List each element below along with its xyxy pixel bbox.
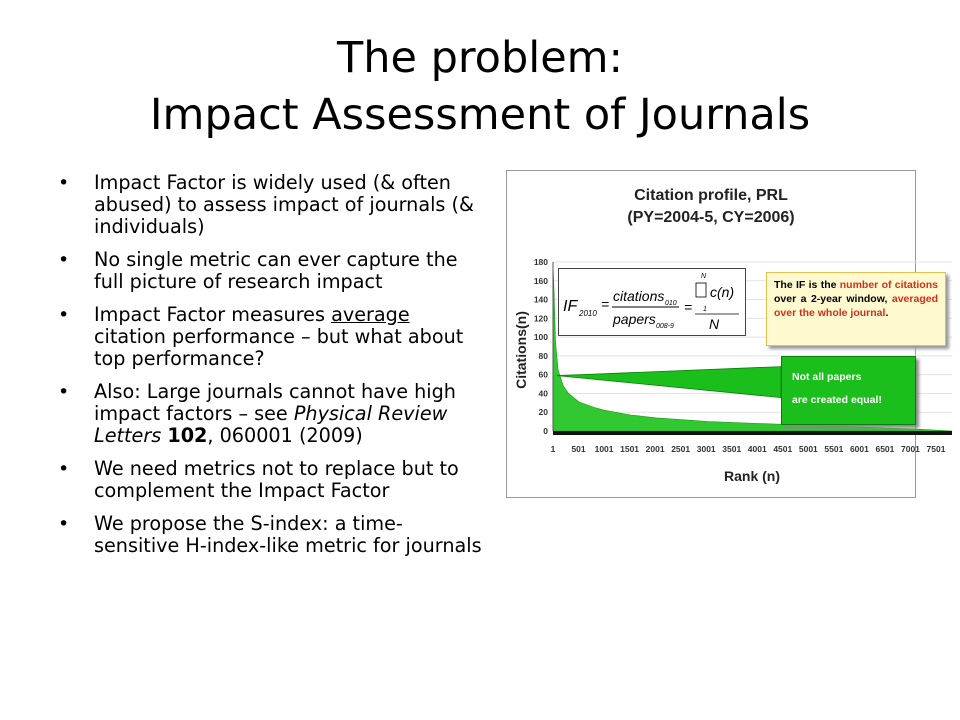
bullet-dot-icon: • — [58, 249, 70, 271]
formula-rhs-numerator: 1 — [703, 306, 707, 313]
formula-svg: IF 2010 = citations 010 papers 008-9 = N… — [563, 273, 739, 332]
title-line-2: Impact Assessment of Journals — [149, 90, 811, 140]
formula-sum-top: N — [701, 273, 707, 280]
title-line-1: The problem: — [336, 33, 624, 83]
formula-denominator-sub: 008-9 — [656, 323, 674, 330]
formula-sum-icon — [695, 282, 707, 298]
formula-equals-1: = — [601, 296, 609, 312]
volume-number: 102 — [167, 424, 208, 447]
bullet-item: • Impact Factor measures average citation… — [58, 303, 464, 370]
bullet-item: • Also: Large journals cannot have high i… — [58, 380, 456, 447]
journal-name: Physical Review Letters — [94, 402, 448, 447]
x-tick-label: 7501 — [927, 444, 946, 454]
emphasis-average: average — [331, 303, 410, 326]
chart-title: Citation profile, PRL (PY=2004-5, CY=200… — [627, 187, 795, 226]
impact-factor-note: The IF is the number of citations over a… — [766, 272, 946, 346]
bullet-dot-icon: • — [58, 381, 70, 403]
bullet-item: • Impact Factor is widely used (& often a… — [58, 171, 474, 238]
formula-numerator-sub: 010 — [665, 300, 677, 307]
bullet-dot-icon: • — [58, 304, 70, 326]
not-all-papers-note: Not all papers are created equal! — [781, 356, 916, 425]
bullet-item: • We need metrics not to replace but to c… — [58, 457, 459, 502]
bullet-list: • Impact Factor is widely used (& often a… — [58, 172, 486, 568]
formula-if-sub: 2010 — [578, 309, 597, 318]
bullet-dot-icon: • — [58, 513, 70, 535]
bullet-item: • We propose the S-index: a time-sensitiv… — [58, 512, 482, 557]
impact-factor-formula: IF 2010 = citations 010 papers 008-9 = N… — [558, 268, 746, 336]
slide-title: The problem: Impact Assessment of Journa… — [40, 30, 920, 144]
formula-equals-2: = — [684, 299, 692, 315]
bullet-item: • No single metric can ever capture the f… — [58, 248, 458, 293]
formula-sum-body: c(n) — [710, 284, 734, 300]
bullet-dot-icon: • — [58, 458, 70, 480]
bullet-dot-icon: • — [58, 172, 70, 194]
formula-rhs-denominator: N — [709, 316, 720, 332]
formula-numerator: citations — [613, 288, 664, 304]
formula-denominator: papers — [612, 311, 656, 327]
formula-if: IF — [563, 298, 578, 315]
